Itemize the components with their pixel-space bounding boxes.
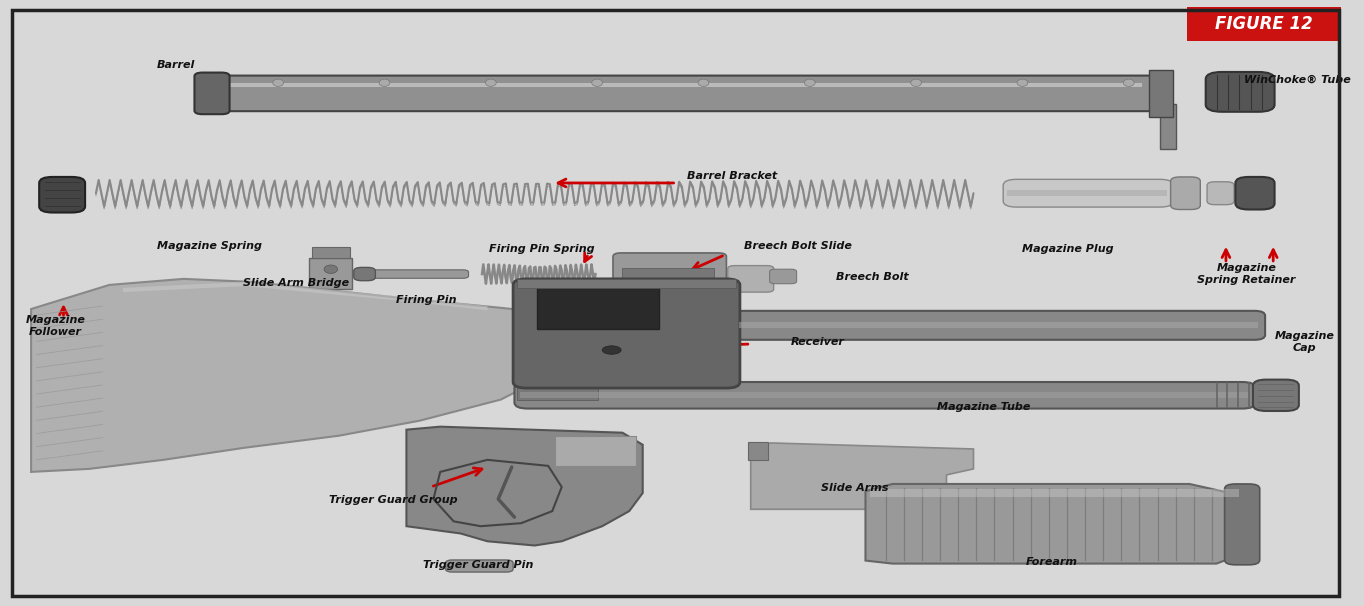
Bar [310,258,352,289]
Ellipse shape [592,79,603,87]
Text: Slide Arms: Slide Arms [821,483,888,493]
Ellipse shape [805,79,816,87]
FancyBboxPatch shape [195,73,229,114]
FancyBboxPatch shape [514,382,1256,408]
FancyBboxPatch shape [40,177,85,213]
Text: Firing Pin: Firing Pin [397,295,457,305]
Ellipse shape [911,79,922,87]
FancyBboxPatch shape [728,265,773,292]
Ellipse shape [698,79,709,87]
FancyBboxPatch shape [612,253,727,296]
Bar [1159,104,1176,149]
Ellipse shape [379,79,390,87]
Polygon shape [31,279,596,472]
Text: Firing Pin Spring: Firing Pin Spring [488,244,595,254]
Bar [1148,70,1173,117]
Ellipse shape [486,79,496,87]
Text: Barrel: Barrel [157,60,195,70]
Text: Forearm: Forearm [1026,558,1078,567]
Text: Breech Bolt Slide: Breech Bolt Slide [743,241,852,251]
Bar [224,83,1142,87]
Ellipse shape [602,346,621,355]
Text: WinChoke® Tube: WinChoke® Tube [1244,75,1350,85]
Bar [555,436,636,466]
Text: Trigger Guard Group: Trigger Guard Group [329,495,457,505]
Bar [869,489,1240,498]
Text: Magazine
Cap: Magazine Cap [1274,331,1334,353]
FancyBboxPatch shape [353,267,375,281]
FancyBboxPatch shape [207,76,1158,111]
Bar [312,247,349,258]
FancyBboxPatch shape [769,269,797,284]
FancyBboxPatch shape [1207,182,1234,205]
FancyBboxPatch shape [1003,179,1173,207]
FancyBboxPatch shape [513,279,739,388]
Polygon shape [750,443,974,509]
Polygon shape [123,282,487,310]
Bar [1007,190,1166,196]
Text: Magazine
Follower: Magazine Follower [26,315,86,337]
FancyBboxPatch shape [1206,72,1274,112]
Bar [520,391,1249,398]
FancyBboxPatch shape [446,560,513,572]
Polygon shape [866,484,1244,564]
Bar [537,288,659,329]
Bar [747,442,768,460]
Text: Breech Bolt: Breech Bolt [836,272,908,282]
FancyBboxPatch shape [364,270,469,278]
Bar [517,279,735,288]
Text: Slide Arm Bridge: Slide Arm Bridge [243,278,349,288]
Text: Barrel Bracket: Barrel Bracket [687,171,777,181]
FancyBboxPatch shape [1236,177,1274,210]
Text: Magazine Plug: Magazine Plug [1022,244,1114,254]
Text: Magazine Spring: Magazine Spring [157,241,262,251]
Ellipse shape [273,79,284,87]
Bar [622,268,715,283]
Bar [517,384,599,399]
FancyBboxPatch shape [1254,379,1299,411]
Text: Trigger Guard Pin: Trigger Guard Pin [423,561,533,570]
FancyBboxPatch shape [1225,484,1260,565]
Ellipse shape [1018,79,1028,87]
Bar [1187,7,1341,41]
FancyBboxPatch shape [1170,177,1200,210]
Text: Receiver: Receiver [791,337,846,347]
FancyBboxPatch shape [734,311,1266,340]
Ellipse shape [325,265,337,273]
Polygon shape [406,427,642,545]
Text: Magazine Tube: Magazine Tube [937,402,1030,411]
Ellipse shape [1124,79,1133,87]
Bar [738,322,1259,328]
Text: FIGURE 12: FIGURE 12 [1215,15,1312,33]
Text: Magazine
Spring Retainer: Magazine Spring Retainer [1198,263,1296,285]
